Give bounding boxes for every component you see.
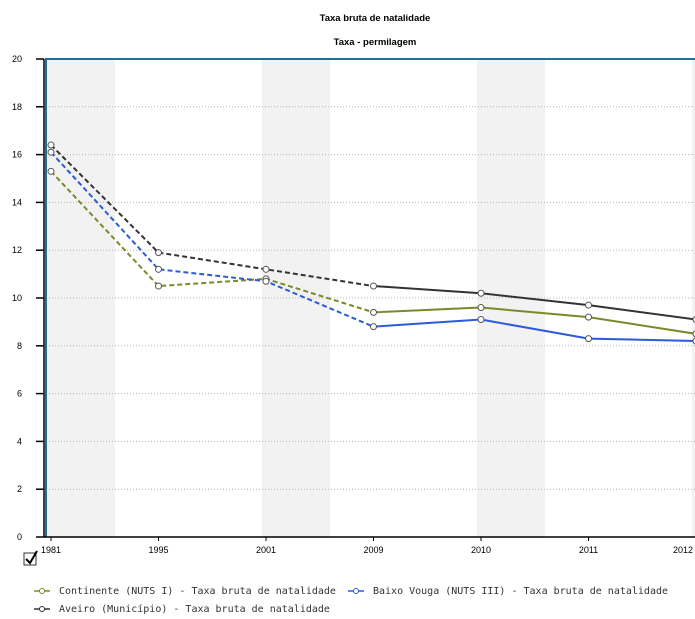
y-tick-label: 16	[12, 150, 22, 160]
y-tick-label: 0	[17, 532, 22, 542]
x-tick-label: 2001	[256, 545, 276, 555]
chart-title: Taxa bruta de natalidade	[320, 13, 431, 24]
data-point[interactable]	[477, 316, 485, 324]
x-tick-label: 1995	[148, 545, 168, 555]
y-tick-label: 10	[12, 293, 22, 303]
y-tick-label: 14	[12, 197, 22, 207]
axes	[43, 58, 695, 538]
series-line-dashed	[50, 170, 374, 314]
legend-label: Baixo Vouga (NUTS III) - Taxa bruta de n…	[373, 586, 668, 597]
y-tick-label: 20	[12, 54, 22, 64]
series-1	[47, 167, 695, 338]
y-tick-label: 4	[17, 436, 22, 446]
data-point[interactable]	[370, 323, 377, 331]
legend: Continente (NUTS I) - Taxa bruta de nata…	[34, 586, 668, 615]
chart-subtitle: Taxa - permilagem	[334, 37, 417, 48]
series-line-dashed	[50, 144, 374, 288]
data-point[interactable]	[585, 313, 592, 321]
data-point[interactable]	[370, 282, 377, 290]
data-point[interactable]	[477, 304, 485, 312]
x-tick-label: 2010	[471, 545, 491, 555]
data-point[interactable]	[155, 265, 162, 273]
series-lines	[47, 141, 695, 345]
data-point[interactable]	[47, 167, 55, 175]
legend-marker	[39, 588, 45, 594]
data-point[interactable]	[262, 277, 270, 285]
plot-band	[47, 59, 115, 537]
legend-label: Continente (NUTS I) - Taxa bruta de nata…	[59, 586, 336, 597]
series-line-solid	[373, 318, 695, 342]
data-point[interactable]	[155, 282, 162, 290]
legend-item[interactable]: Aveiro (Município) - Taxa bruta de natal…	[34, 603, 330, 615]
x-tick-label: 2011	[579, 545, 598, 555]
y-axis-ticks: 0 2 4 6 8 10 12 14 16 18 20	[12, 54, 44, 542]
plot-band	[692, 59, 695, 537]
data-point[interactable]	[477, 289, 485, 297]
series-2	[47, 148, 695, 345]
y-tick-label: 2	[17, 484, 22, 494]
x-tick-label: 2009	[363, 545, 383, 555]
x-tick-label: 1981	[41, 545, 61, 555]
data-point[interactable]	[47, 141, 55, 149]
data-point[interactable]	[585, 301, 592, 309]
legend-label: Aveiro (Município) - Taxa bruta de natal…	[59, 603, 330, 615]
data-point[interactable]	[47, 148, 55, 156]
y-tick-label: 12	[12, 245, 22, 255]
legend-marker	[353, 588, 359, 594]
series-3	[47, 141, 695, 323]
x-axis-ticks: 1981 1995 2001 2009 2010 2011 2012	[41, 537, 693, 555]
legend-item[interactable]: Baixo Vouga (NUTS III) - Taxa bruta de n…	[348, 586, 668, 597]
series-line-solid	[373, 306, 695, 335]
y-tick-label: 6	[17, 389, 22, 399]
gridlines	[46, 58, 695, 538]
x-tick-label: 2012	[673, 545, 693, 555]
data-point[interactable]	[155, 249, 162, 257]
legend-marker	[39, 606, 45, 612]
data-point[interactable]	[262, 265, 270, 273]
legend-item[interactable]: Continente (NUTS I) - Taxa bruta de nata…	[34, 586, 336, 597]
checkmark-icon[interactable]	[23, 550, 38, 566]
data-point[interactable]	[585, 335, 592, 343]
y-tick-label: 8	[17, 341, 22, 351]
data-point[interactable]	[370, 308, 377, 316]
y-tick-label: 18	[12, 102, 22, 112]
series-line-solid	[373, 285, 695, 321]
